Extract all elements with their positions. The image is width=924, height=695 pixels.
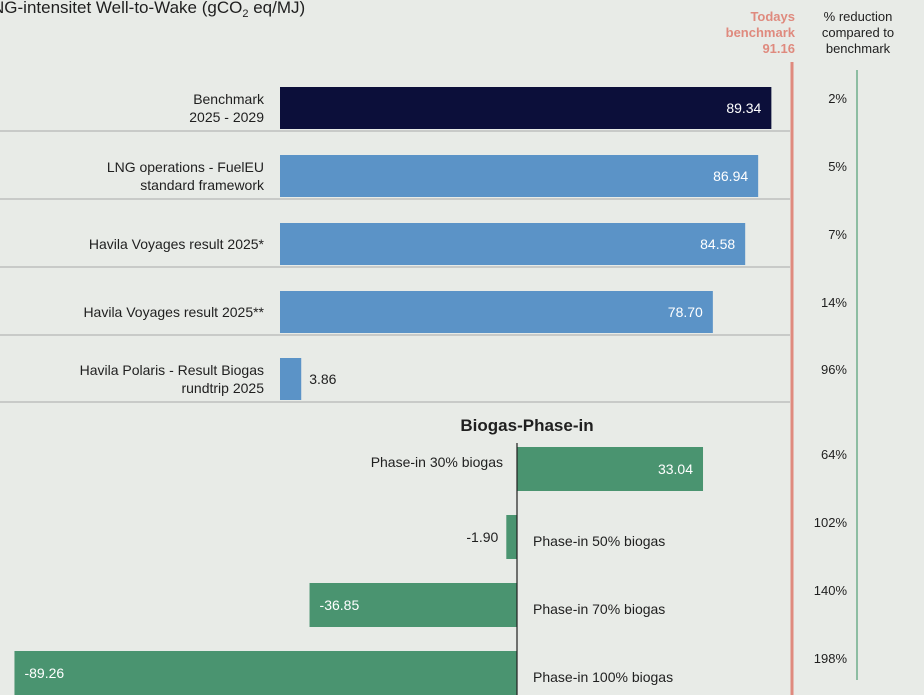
benchmark-label: benchmark (726, 25, 796, 40)
reduction-header: % reduction (824, 9, 893, 24)
fuel-bar (280, 87, 772, 129)
biogas-bar (517, 447, 704, 491)
value-label: -1.90 (466, 529, 498, 545)
phase-in-title: Biogas-Phase-in (460, 416, 593, 435)
reduction-value: 198% (814, 651, 848, 666)
category-label: Havila Voyages result 2025** (83, 304, 264, 320)
category-label: Phase-in 70% biogas (533, 601, 665, 617)
reduction-value: 102% (814, 515, 848, 530)
value-label: 84.58 (700, 236, 735, 252)
reduction-value: 5% (828, 159, 847, 174)
value-label: 78.70 (668, 304, 703, 320)
reduction-value: 7% (828, 227, 847, 242)
value-label: 89.34 (726, 100, 761, 116)
reduction-value: 96% (821, 362, 847, 377)
category-label: Havila Polaris - Result Biogas (80, 362, 264, 378)
value-label: 86.94 (713, 168, 748, 184)
chart-title: NG-intensitet Well-to-Wake (gCO2 eq/MJ) (0, 0, 305, 20)
value-label: -89.26 (24, 665, 64, 681)
value-label: -36.85 (320, 597, 360, 613)
chart-title-main: NG-intensitet Well-to-Wake (gCO (0, 0, 242, 17)
fuel-bar (280, 223, 746, 265)
reduction-value: 2% (828, 91, 847, 106)
fuel-bar (280, 155, 759, 197)
category-label: rundtrip 2025 (181, 380, 264, 396)
benchmark-label: 91.16 (762, 41, 795, 56)
biogas-bar (14, 651, 518, 695)
biogas-bar (506, 515, 517, 559)
fuel-bar (280, 358, 302, 400)
category-label: standard framework (140, 177, 265, 193)
category-label: Havila Voyages result 2025* (89, 236, 265, 252)
reduction-header: benchmark (826, 41, 891, 56)
benchmark-label: Todays (750, 9, 795, 24)
category-label: Phase-in 30% biogas (371, 454, 503, 470)
category-label: 2025 - 2029 (189, 109, 264, 125)
fuel-bar (280, 291, 713, 333)
chart-title-tail: eq/MJ) (248, 0, 305, 17)
category-label: Phase-in 50% biogas (533, 533, 665, 549)
value-label: 33.04 (658, 461, 693, 477)
category-label: Benchmark (193, 91, 265, 107)
reduction-value: 14% (821, 295, 847, 310)
chart-title-subscript: 2 (242, 8, 248, 20)
category-label: LNG operations - FuelEU (107, 159, 264, 175)
category-label: Phase-in 100% biogas (533, 669, 673, 685)
value-label: 3.86 (309, 371, 336, 387)
reduction-value: 140% (814, 583, 848, 598)
reduction-header: compared to (822, 25, 894, 40)
biogas-bar (309, 583, 517, 627)
reduction-value: 64% (821, 447, 847, 462)
